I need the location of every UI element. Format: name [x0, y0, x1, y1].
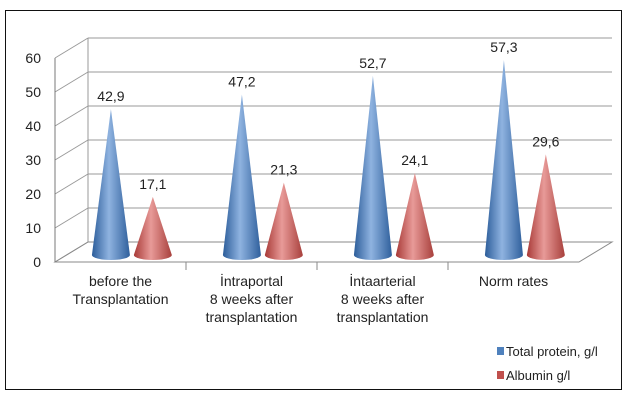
cone-total-protein — [91, 109, 130, 260]
y-tick-label: 0 — [33, 254, 41, 270]
legend-swatch — [497, 347, 504, 355]
cone-total-protein — [484, 60, 523, 260]
cone-body — [484, 60, 523, 260]
x-tick-label: İntaarterial 8 weeks after transplantation — [337, 272, 429, 325]
axis-layer: 0 10 20 30 40 50 60 before the Transplantation İn… — [25, 50, 548, 325]
cone-body — [395, 173, 434, 260]
x-tick-label: before the Transplantation — [73, 273, 169, 307]
cone-body — [222, 94, 261, 261]
gridline-slant — [54, 173, 89, 195]
x-tick-label: İntraportal 8 weeks after transplantation — [206, 272, 298, 325]
gridline-slant — [54, 71, 89, 93]
legend: Total protein, g/l Albumin g/l — [497, 344, 598, 383]
gridline-slant — [54, 139, 89, 161]
x-tick-label: Norm rates — [479, 273, 548, 289]
cone-body — [133, 196, 172, 260]
cone-albumin — [133, 196, 172, 260]
y-tick-label: 60 — [25, 50, 41, 66]
cone-body — [526, 154, 565, 260]
data-label: 17,1 — [139, 176, 166, 192]
y-tick-label: 30 — [25, 152, 41, 168]
cone-total-protein — [353, 75, 392, 260]
y-tick-label: 10 — [25, 220, 41, 236]
data-label: 29,6 — [532, 133, 559, 149]
cone-body — [264, 182, 303, 260]
marks-layer: 42,9 47,2 52,7 57,3 17,1 21,3 24,1 29,6 — [91, 39, 565, 261]
legend-label: Total protein, g/l — [506, 344, 598, 359]
data-label: 52,7 — [359, 55, 386, 71]
cone-albumin — [395, 173, 434, 260]
y-tick-label: 20 — [25, 186, 41, 202]
data-label: 24,1 — [401, 152, 428, 168]
chart-floor — [53, 241, 614, 263]
data-label: 47,2 — [228, 74, 255, 90]
cone-total-protein — [222, 94, 261, 261]
grid-layer — [53, 37, 614, 263]
cone-albumin — [264, 182, 303, 260]
cone-body — [353, 75, 392, 260]
data-label: 57,3 — [490, 39, 517, 55]
legend-swatch — [497, 371, 504, 379]
data-label: 21,3 — [270, 162, 297, 178]
gridline-slant — [54, 37, 89, 59]
cone-albumin — [526, 154, 565, 260]
cone-body — [91, 109, 130, 260]
data-label: 42,9 — [97, 88, 124, 104]
y-tick-label: 50 — [25, 84, 41, 100]
gridline-slant — [54, 207, 89, 229]
y-tick-label: 40 — [25, 118, 41, 134]
legend-label: Albumin g/l — [506, 368, 570, 383]
gridline-slant — [54, 105, 89, 127]
